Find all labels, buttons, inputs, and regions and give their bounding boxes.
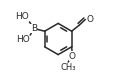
Text: CH₃: CH₃: [60, 63, 76, 72]
Text: B: B: [31, 24, 37, 33]
Text: O: O: [86, 15, 93, 24]
Text: HO: HO: [16, 35, 30, 44]
Text: HO: HO: [15, 12, 29, 21]
Text: O: O: [69, 52, 76, 61]
